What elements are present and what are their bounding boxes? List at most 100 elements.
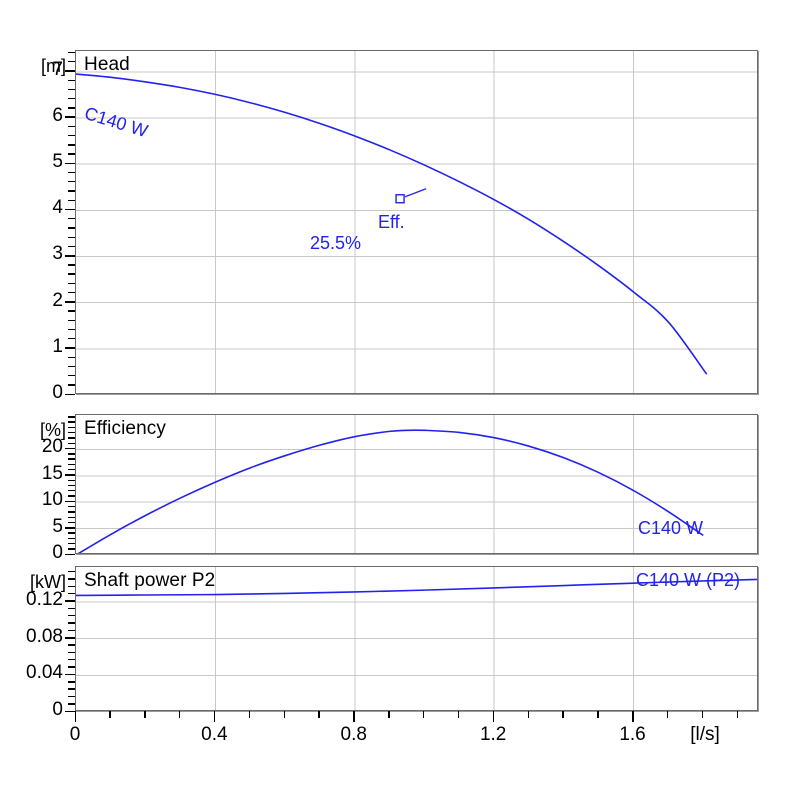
y-tick-minor <box>68 495 75 497</box>
efficiency-unit-label: [%] <box>39 420 66 440</box>
y-tick-minor <box>68 338 75 340</box>
y-tick-minor <box>68 490 75 492</box>
x-tick-minor <box>109 711 111 718</box>
y-tick-label: 5 <box>52 151 63 173</box>
y-tick-minor <box>68 264 75 266</box>
y-tick-major <box>65 347 75 349</box>
y-tick-minor <box>68 651 75 654</box>
y-tick-major <box>65 254 75 257</box>
y-tick-major <box>65 447 75 450</box>
y-tick-minor <box>68 88 75 91</box>
y-tick-label: 4 <box>52 197 63 219</box>
y-tick-minor <box>68 537 75 540</box>
y-tick-label: 3 <box>52 243 63 265</box>
x-tick-label: 0.8 <box>340 724 367 745</box>
x-axis-unit-label: [l/s] <box>690 724 720 745</box>
y-tick-minor <box>68 273 75 275</box>
y-tick-label: 0.08 <box>26 625 63 647</box>
y-tick-minor <box>68 521 75 524</box>
x-tick-minor <box>283 711 285 718</box>
y-tick-minor <box>68 61 75 63</box>
y-tick-minor <box>68 245 75 248</box>
efficiency-chart-panel <box>75 414 758 554</box>
y-tick-major <box>65 116 75 119</box>
y-tick-minor <box>68 516 75 518</box>
y-tick-minor <box>68 384 75 386</box>
y-tick-label: 0 <box>52 382 63 403</box>
y-tick-label: 7 <box>52 58 63 80</box>
y-tick-minor <box>68 421 75 423</box>
y-tick-minor <box>68 51 75 54</box>
y-tick-minor <box>68 97 75 100</box>
efficiency-curve-label: C140 W <box>638 518 704 538</box>
y-tick-major <box>65 673 75 676</box>
head-chart-panel <box>75 50 758 394</box>
x-tick-minor <box>736 711 738 718</box>
y-tick-minor <box>68 227 75 229</box>
y-tick-label: 0 <box>52 699 63 720</box>
y-tick-minor <box>68 571 75 573</box>
curve-c140-w-p2 <box>76 578 757 597</box>
y-tick-minor <box>68 607 75 610</box>
y-tick-minor <box>68 79 75 81</box>
y-tick-minor <box>68 622 75 624</box>
x-tick-major <box>353 711 355 722</box>
y-tick-minor <box>68 644 75 646</box>
y-tick-major <box>65 474 75 476</box>
y-tick-minor <box>68 585 75 588</box>
y-tick-minor <box>68 319 75 321</box>
y-tick-major <box>65 70 75 72</box>
x-tick-minor <box>597 711 599 718</box>
head-plot-area <box>76 51 757 393</box>
duty-point-eff-label: Eff. <box>378 212 405 232</box>
y-tick-minor <box>68 703 75 705</box>
curve-c140-w <box>76 73 708 375</box>
duty-point-value-label: 25.5% <box>310 233 362 253</box>
x-tick-major <box>632 711 634 722</box>
y-tick-major <box>65 710 75 713</box>
y-tick-minor <box>68 548 75 550</box>
y-tick-major <box>65 301 75 303</box>
x-tick-major <box>492 711 495 722</box>
y-tick-minor <box>68 463 75 466</box>
y-tick-major <box>65 162 75 165</box>
efficiency-plot-area <box>76 415 757 553</box>
x-tick-label: 1.6 <box>619 724 646 745</box>
y-tick-minor <box>68 282 75 285</box>
y-tick-label: 20 <box>41 436 63 458</box>
x-tick-minor <box>179 711 181 718</box>
y-tick-label: 6 <box>52 104 63 126</box>
y-tick-minor <box>68 688 75 690</box>
x-tick-minor <box>248 711 251 718</box>
x-tick-minor <box>527 711 529 718</box>
y-tick-minor <box>68 365 75 368</box>
x-tick-minor <box>701 711 704 718</box>
x-tick-label: 0 <box>69 724 81 745</box>
x-tick-minor <box>457 711 460 718</box>
shaft-power-panel-title: Shaft power P2 <box>84 570 216 591</box>
y-tick-minor <box>68 356 75 358</box>
shaft-power-curve-label: C140 W (P2) <box>636 570 741 590</box>
y-tick-minor <box>68 218 75 220</box>
x-tick-minor <box>318 711 320 718</box>
y-tick-minor <box>68 505 75 508</box>
y-tick-minor <box>68 437 75 439</box>
y-tick-minor <box>68 107 75 109</box>
y-tick-minor <box>68 310 75 312</box>
y-tick-label: 2 <box>52 289 63 311</box>
x-tick-minor <box>666 711 669 718</box>
duty-point-marker[interactable] <box>395 194 405 204</box>
y-tick-minor <box>68 453 75 455</box>
x-tick-major <box>74 711 77 722</box>
y-tick-major <box>65 600 75 602</box>
y-tick-minor <box>68 659 75 661</box>
y-tick-minor <box>68 153 75 155</box>
y-tick-minor <box>68 681 75 683</box>
y-tick-label: 10 <box>41 489 63 511</box>
y-tick-minor <box>68 593 75 595</box>
y-tick-minor <box>68 134 75 137</box>
y-tick-minor <box>68 615 75 617</box>
y-tick-label: 0.12 <box>26 588 63 610</box>
y-tick-minor <box>68 458 75 460</box>
